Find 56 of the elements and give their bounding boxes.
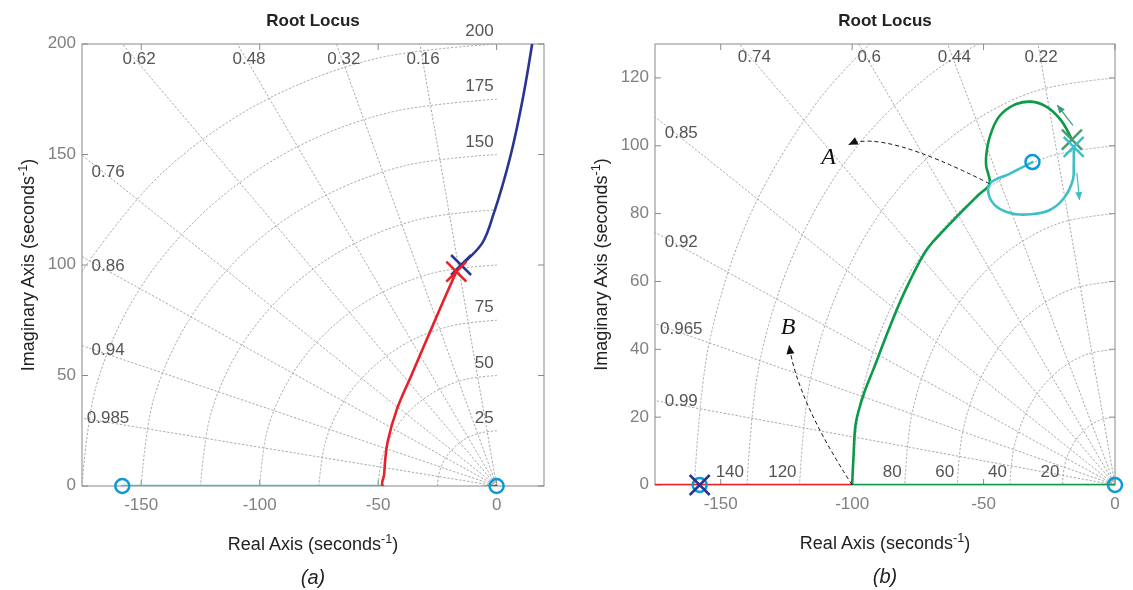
annotation: 0.99 (664, 390, 698, 410)
annotation: 0.86 (91, 256, 125, 276)
x-tick-label: -50 (971, 494, 996, 513)
annotation: 175 (465, 76, 494, 96)
y-tick-label: 100 (620, 135, 649, 155)
y-tick-label: 0 (66, 475, 76, 495)
annotation: 0.44 (937, 47, 971, 67)
annotation: 50 (474, 352, 494, 372)
annotation: 200 (465, 21, 494, 40)
annotation: 40 (987, 462, 1007, 481)
annotation: 0.85 (664, 123, 698, 143)
x-tick-label: 0 (491, 495, 502, 514)
annotation: 80 (882, 462, 902, 481)
x-tick-label: -150 (703, 494, 738, 513)
y-tick-label: 20 (630, 406, 649, 426)
annotation: 25 (474, 407, 494, 427)
annotation: 0.32 (327, 49, 361, 69)
annotation: B (780, 312, 796, 339)
annotation: 0.92 (664, 232, 698, 252)
annotation: 0.62 (122, 49, 156, 69)
text: (b) (872, 565, 898, 587)
y-tick-label: 60 (630, 270, 649, 290)
annotation: 75 (474, 297, 494, 317)
annotation: 120 (768, 462, 797, 481)
annotation: 0.22 (1024, 47, 1058, 67)
x-tick-label: 0 (1110, 494, 1120, 513)
annotation: 0.16 (406, 49, 440, 69)
y-tick-label: 50 (57, 364, 76, 384)
chart-title: Root Locus (266, 11, 360, 30)
chart-title: Root Locus (838, 11, 932, 30)
x-tick-label: -50 (365, 495, 391, 514)
annotation: 140 (715, 462, 744, 481)
y-tick-label: 200 (47, 33, 76, 53)
x-axis-title: Real Axis (seconds$^{-1}$) (227, 532, 399, 554)
y-tick-label: 40 (630, 338, 649, 358)
annotation: 60 (935, 462, 955, 481)
annotation: 0.74 (737, 47, 771, 67)
annotation: 20 (1040, 462, 1060, 481)
annotation: 0.76 (91, 161, 125, 181)
annotation: 0.6 (857, 47, 882, 67)
y-tick-label: 150 (47, 143, 76, 163)
text: (a) (300, 566, 326, 588)
annotation: 150 (465, 131, 494, 151)
annotation: A (819, 143, 837, 170)
y-tick-label: 80 (630, 203, 649, 223)
x-axis-title: Real Axis (seconds$^{-1}$) (799, 531, 971, 553)
y-tick-label: 120 (620, 67, 649, 87)
y-tick-label: 100 (47, 254, 76, 274)
annotation: 0.94 (91, 339, 125, 359)
x-tick-label: -100 (242, 495, 277, 514)
x-tick-label: -100 (835, 494, 870, 513)
y-tick-label: 0 (639, 474, 649, 494)
annotation: 0.48 (232, 49, 266, 69)
annotation: 0.965 (660, 318, 703, 338)
x-tick-label: -150 (124, 495, 159, 514)
annotation: 0.985 (86, 408, 130, 428)
